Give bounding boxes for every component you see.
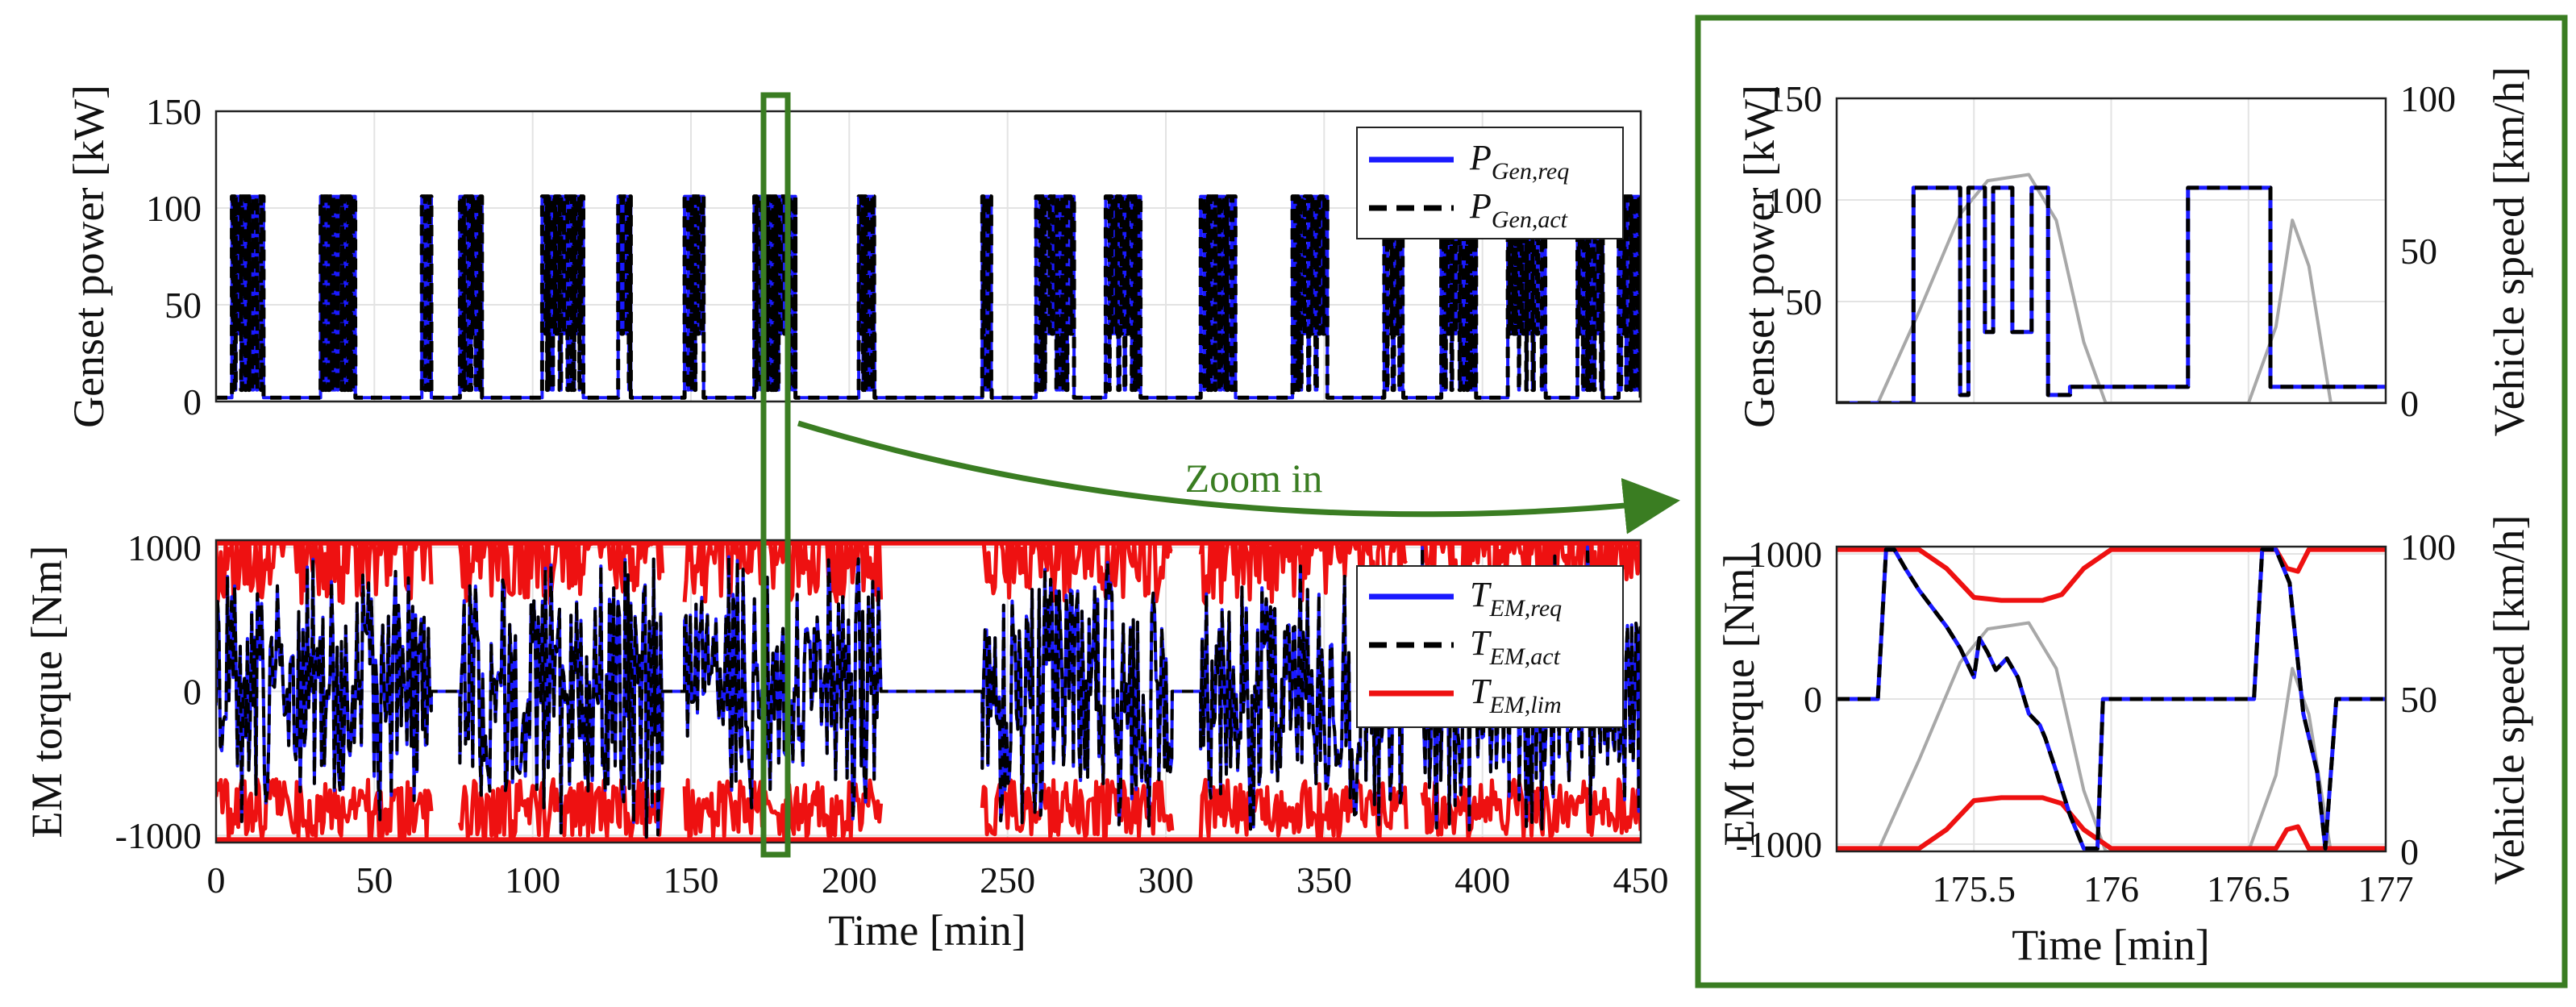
torque-limit-upper-line [981, 541, 1173, 604]
zoomed-torque-series [1837, 547, 2386, 851]
zoomed-power-series [1837, 173, 2386, 403]
zoomed-genset-power-panel: 50 100 150 0 50 100 Genset power [kW] Vehicl… [1735, 67, 2533, 437]
y-axis-label: Genset power [kW] [1735, 85, 1783, 428]
x-tick-label: 176.5 [2207, 868, 2291, 909]
x-tick-label: 175.5 [1933, 868, 2016, 909]
legend-subscript: EM,act [1488, 643, 1560, 670]
legend-box [1356, 127, 1624, 239]
y-ticks: -1000 0 1000 [115, 527, 202, 856]
y-tick-label: 0 [183, 672, 202, 713]
legend-label: PGen,act [1469, 186, 1568, 233]
y-ticks-right: 0 50 100 [2400, 526, 2456, 872]
plot-frame [1835, 97, 2387, 405]
y-tick-label-right: 100 [2400, 526, 2456, 568]
y-tick-label-right: 50 [2400, 231, 2437, 272]
x-ticks: 0 50 100 150 200 250 300 350 400 450 [207, 859, 1669, 901]
plot-frame [214, 110, 1642, 403]
y-tick-label-right: 0 [2400, 383, 2419, 424]
legend-label: TEM,act [1470, 623, 1561, 670]
y-tick-label: -1000 [115, 815, 202, 856]
x-axis-label: Time [min] [2012, 921, 2210, 969]
x-tick-label: 100 [505, 859, 560, 901]
plot-frame [1835, 545, 2387, 853]
torque-limit-upper-line [457, 541, 665, 605]
y-tick-label: 0 [1804, 679, 1822, 720]
y-tick-label: 0 [183, 381, 202, 422]
legend-subscript: EM,req [1488, 595, 1562, 622]
grid [1837, 98, 2386, 403]
torque-limit-upper-line [682, 541, 884, 604]
zoom-highlight-box [760, 92, 791, 858]
y-ticks: 0 50 100 150 [146, 91, 202, 422]
x-ticks: 175.5 176 176.5 177 [1933, 868, 2414, 909]
legend-symbol: T [1470, 575, 1492, 614]
legend-symbol: T [1470, 672, 1492, 711]
legend-subscript: Gen,req [1492, 158, 1569, 185]
vehicle-speed-line [1837, 173, 2386, 403]
torque-actual-line [1837, 547, 2386, 851]
zoomed-em-torque-panel: -1000 0 1000 0 50 100 175.5 176 176.5 177 EM to… [1715, 515, 2533, 969]
torque-limit-upper-line [1837, 547, 2386, 603]
x-tick-label: 50 [356, 859, 393, 901]
y-axis-label: EM torque [Nm] [1715, 554, 1763, 847]
y-tick-label: 150 [1767, 78, 1822, 119]
y-tick-label: 100 [146, 188, 202, 229]
y-tick-label-right: 50 [2400, 679, 2437, 720]
zoom-container-frame [1695, 15, 2568, 988]
torque-limit-lower-line [1837, 795, 2386, 851]
x-tick-label: 350 [1296, 859, 1352, 901]
legend-label: PGen,req [1469, 138, 1569, 185]
y-ticks: -1000 0 1000 [1736, 534, 1822, 865]
zoom-arrow [797, 420, 1680, 535]
x-tick-label: 150 [664, 859, 719, 901]
y-ticks-right: 0 50 100 [2400, 78, 2456, 424]
y-tick-label: 50 [164, 285, 202, 326]
legend-symbol: T [1470, 623, 1492, 663]
y-ticks: 50 100 150 [1767, 78, 1822, 322]
torque-limit-lower-line [1420, 777, 1641, 842]
torque-limit-lower-line [980, 778, 1175, 840]
zoom-in-label: Zoom in [1185, 456, 1323, 501]
y-tick-label: 100 [1767, 180, 1822, 221]
legend-symbol: P [1469, 186, 1492, 226]
y-axis-label-right: Vehicle speed [km/h] [2485, 515, 2533, 885]
torque-limit-lower-line [1198, 777, 1409, 842]
legend-label: TEM,req [1470, 575, 1562, 622]
legend-subscript: Gen,act [1492, 206, 1568, 233]
torque-limit-lower-line [216, 777, 434, 842]
y-axis-label: EM torque [Nm] [23, 546, 71, 838]
x-tick-label: 0 [207, 859, 226, 901]
torque-limit-upper-line [216, 541, 434, 605]
y-tick-label-right: 0 [2400, 831, 2419, 872]
legend-subscript: EM,lim [1488, 692, 1561, 718]
y-tick-label: 1000 [1748, 534, 1822, 575]
y-tick-label-right: 100 [2400, 78, 2456, 119]
x-axis-label: Time [min] [828, 906, 1026, 955]
x-tick-label: 450 [1613, 859, 1669, 901]
x-tick-label: 250 [980, 859, 1035, 901]
x-tick-label: 177 [2358, 868, 2414, 909]
x-tick-label: 176 [2083, 868, 2139, 909]
legend-label: TEM,lim [1470, 672, 1562, 718]
x-tick-label: 300 [1138, 859, 1194, 901]
y-tick-label: 1000 [127, 527, 202, 568]
plot-frame [214, 539, 1642, 844]
y-tick-label: 50 [1785, 281, 1822, 322]
y-axis-label-right: Vehicle speed [km/h] [2485, 67, 2533, 437]
torque-limit-lower-line [682, 778, 884, 842]
legend-symbol: P [1469, 138, 1492, 177]
y-tick-label: 150 [146, 91, 202, 132]
x-tick-label: 400 [1454, 859, 1510, 901]
y-axis-label: Genset power [kW] [65, 85, 113, 428]
y-tick-label: -1000 [1736, 824, 1822, 865]
power-actual-line [1837, 185, 2386, 403]
x-tick-label: 200 [822, 859, 877, 901]
